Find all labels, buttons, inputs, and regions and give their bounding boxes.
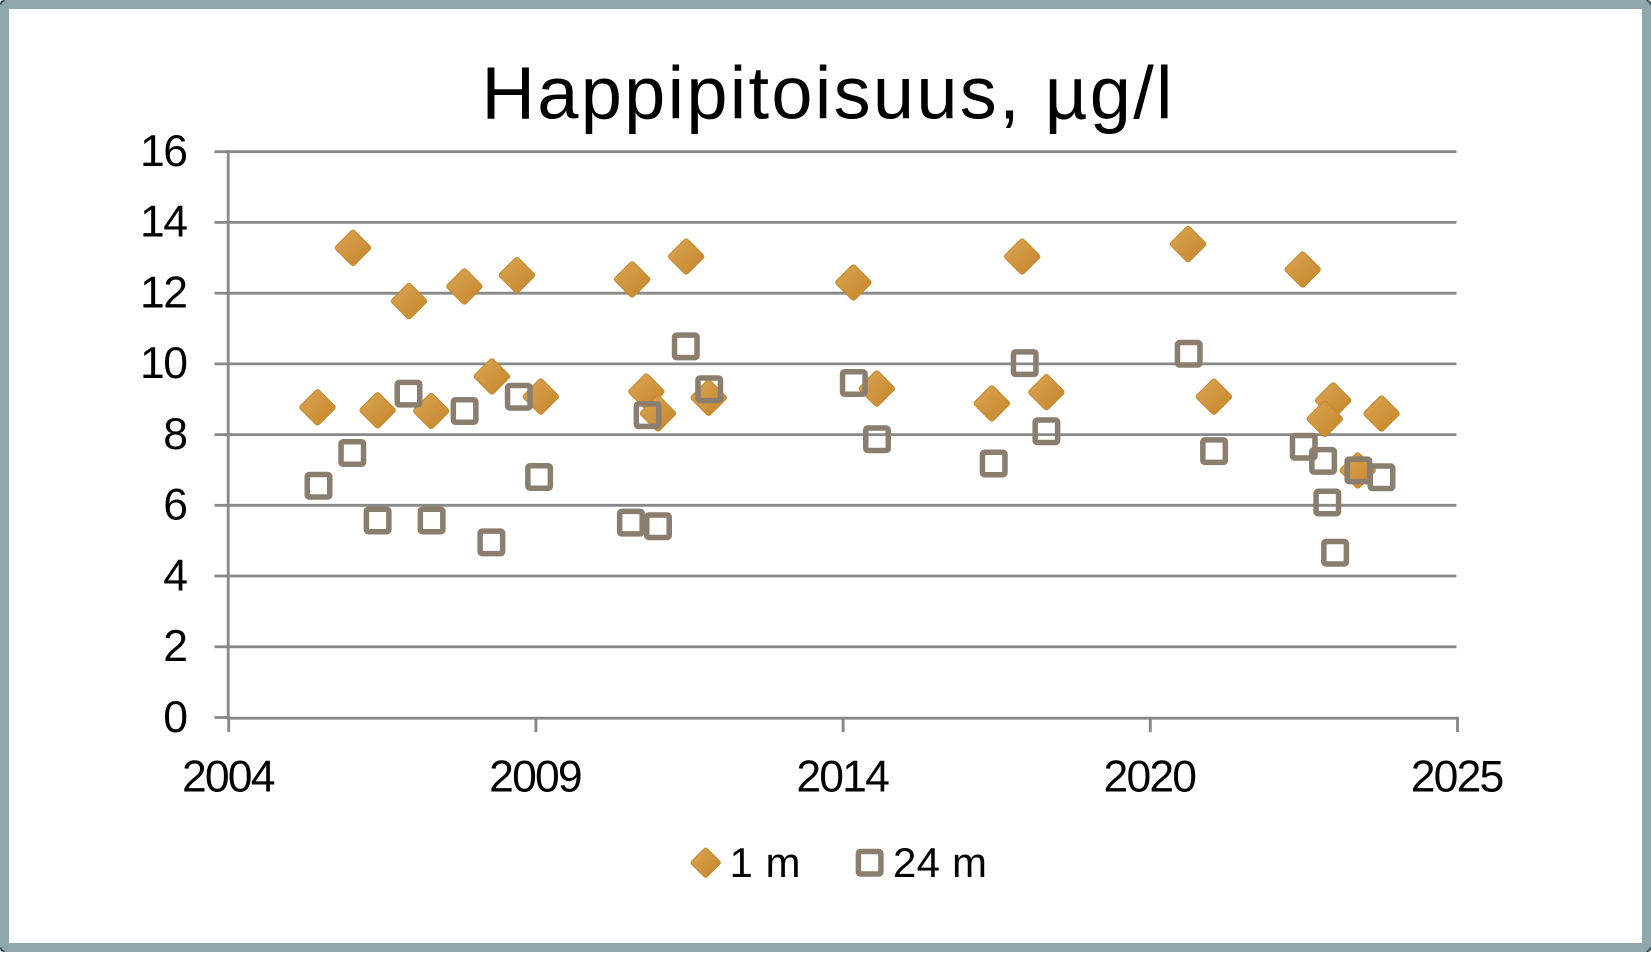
svg-text:0: 0: [163, 693, 188, 742]
svg-text:10: 10: [140, 339, 188, 388]
svg-text:6: 6: [163, 481, 188, 530]
svg-text:2020: 2020: [1104, 753, 1198, 802]
svg-text:16: 16: [140, 127, 188, 176]
svg-text:Happipitoisuus, µg/l: Happipitoisuus, µg/l: [482, 52, 1173, 135]
svg-text:14: 14: [140, 198, 188, 247]
svg-text:2014: 2014: [796, 753, 890, 802]
svg-text:2004: 2004: [182, 753, 276, 802]
svg-text:2009: 2009: [489, 753, 583, 802]
svg-text:2025: 2025: [1411, 753, 1505, 802]
svg-text:2: 2: [163, 622, 188, 671]
svg-text:12: 12: [140, 269, 188, 318]
svg-text:1 m: 1 m: [730, 839, 801, 886]
svg-text:8: 8: [163, 410, 188, 459]
svg-text:4: 4: [163, 551, 188, 600]
svg-text:24 m: 24 m: [893, 839, 987, 886]
